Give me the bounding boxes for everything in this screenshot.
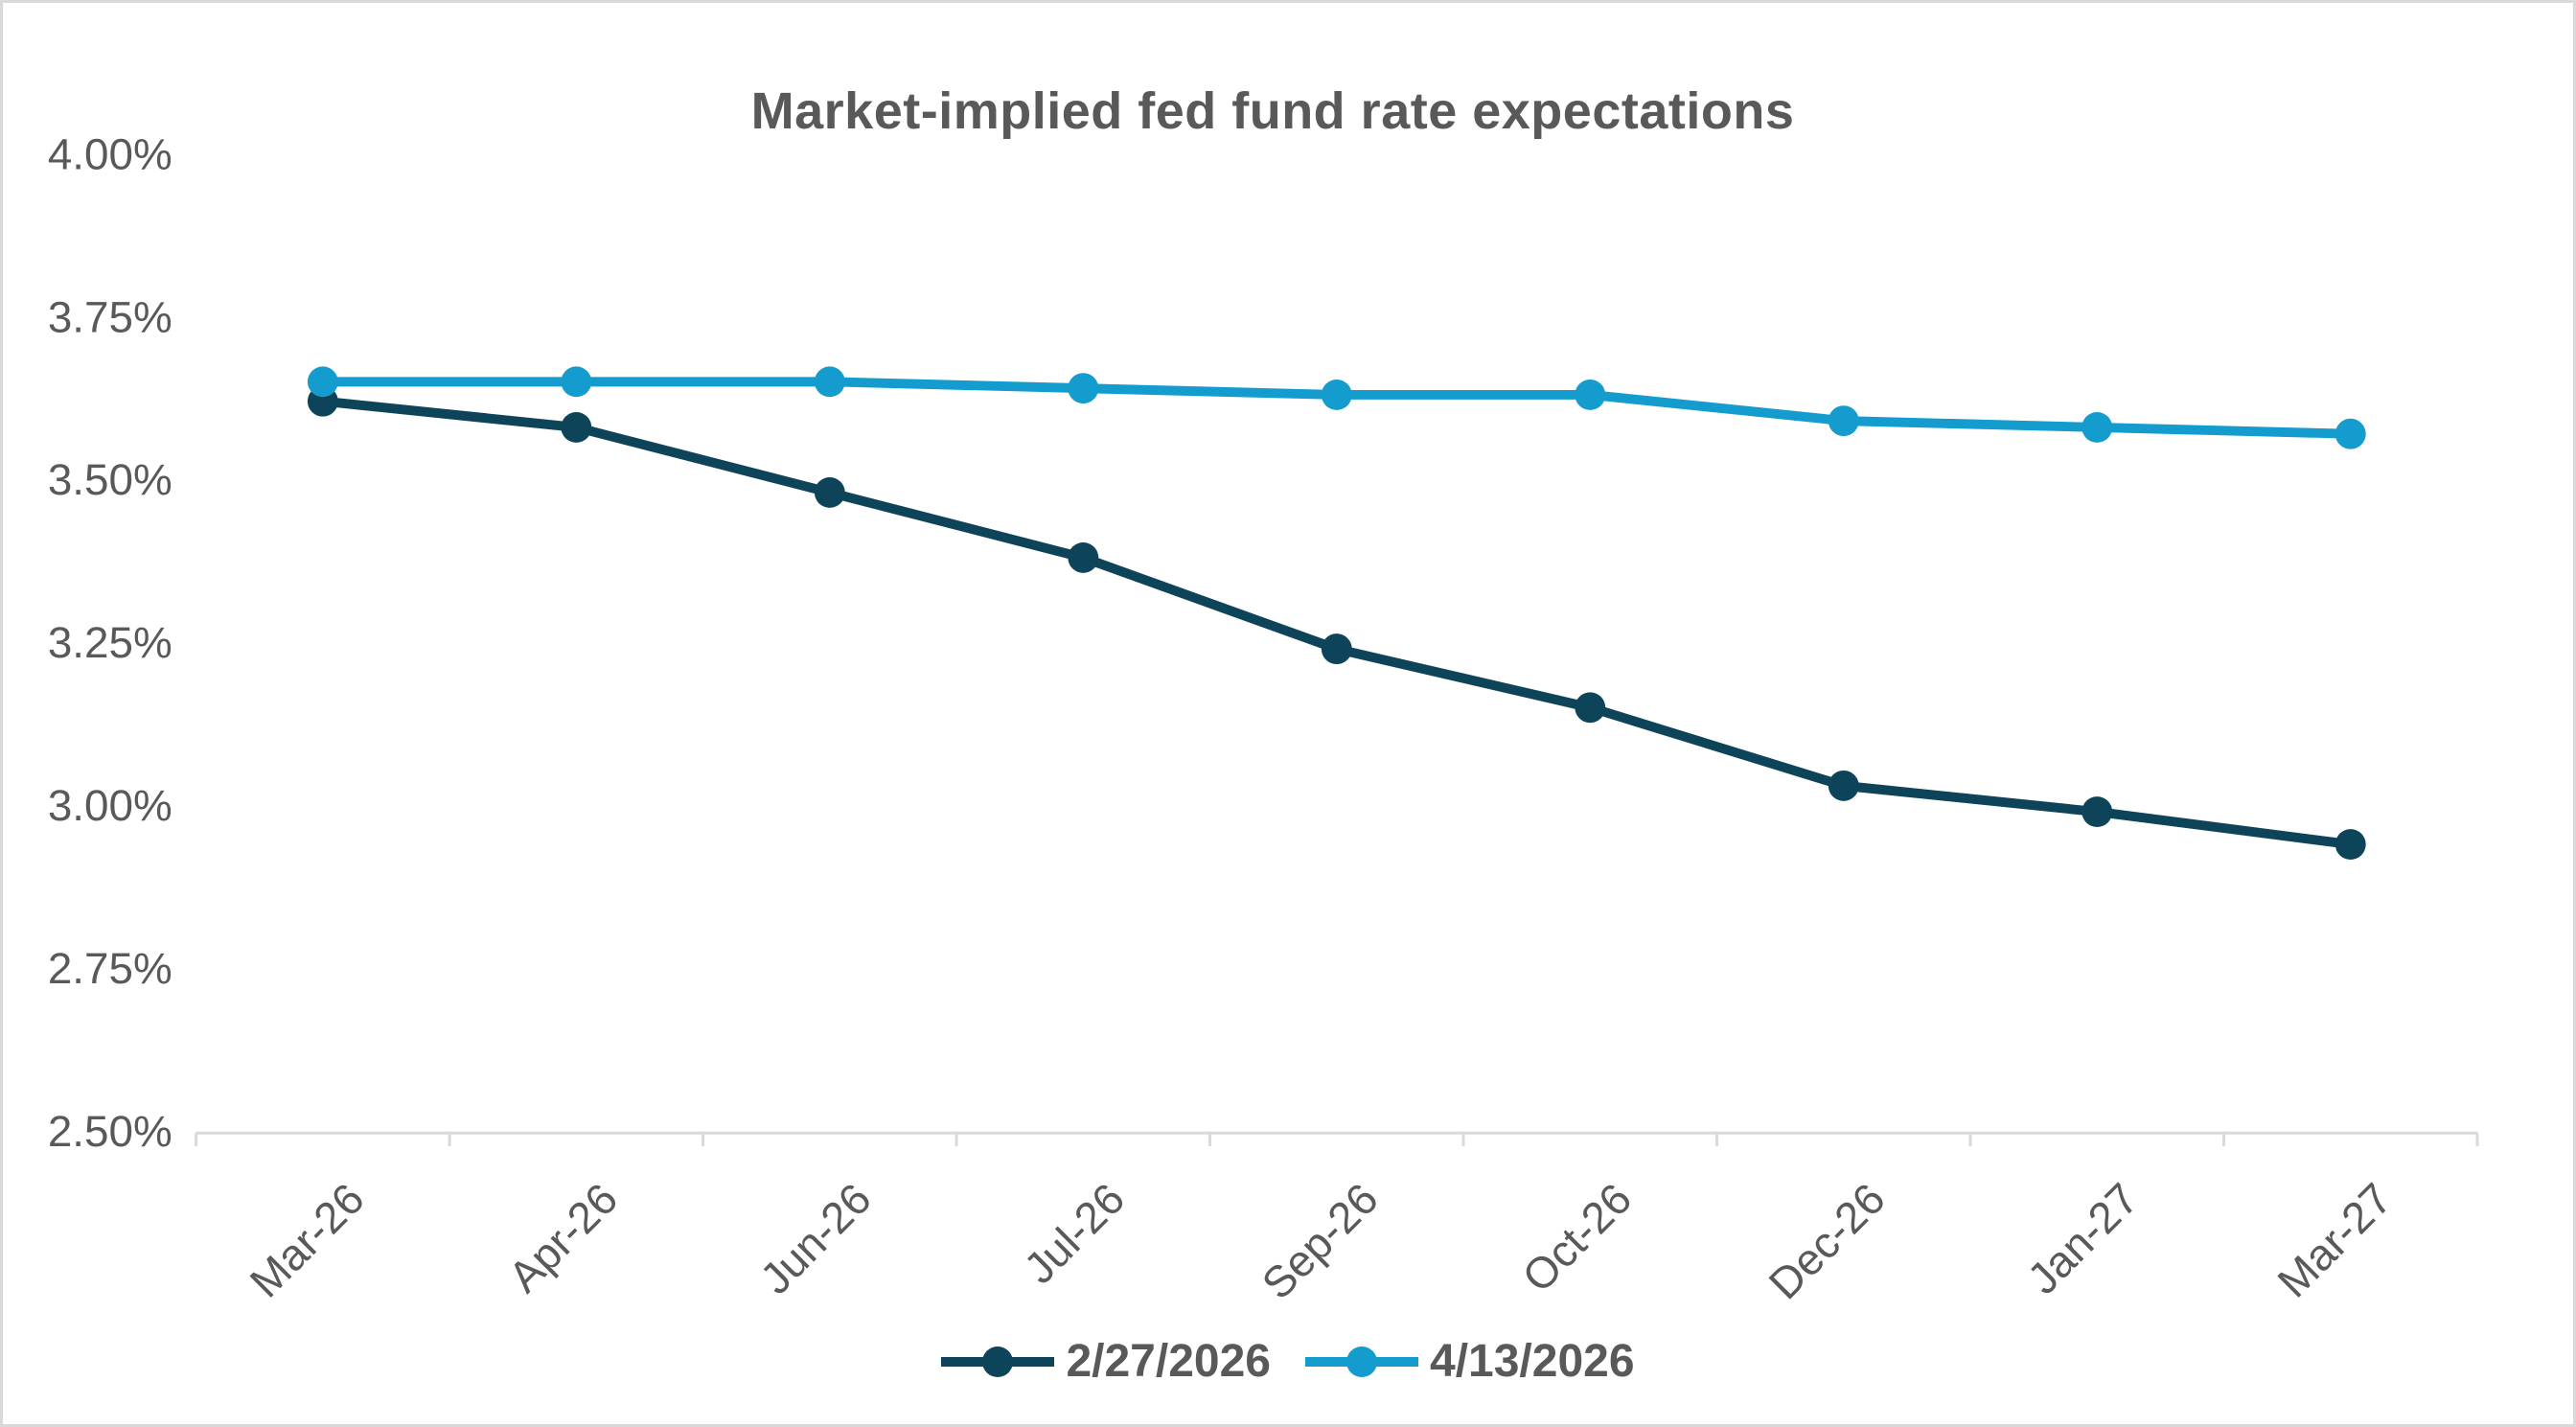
x-axis-label: Mar-26 — [241, 1174, 374, 1307]
x-axis-label: Jan-27 — [2018, 1174, 2148, 1303]
data-point — [307, 366, 338, 398]
data-point — [2082, 411, 2113, 443]
chart-legend: 2/27/2026 4/13/2026 — [3, 1335, 2573, 1388]
x-axis-label: Oct-26 — [1513, 1174, 1641, 1301]
x-axis-label: Jun-26 — [751, 1174, 881, 1303]
y-axis-label: 2.50% — [48, 1107, 172, 1156]
data-point — [1321, 633, 1352, 665]
legend-marker-dot — [982, 1346, 1014, 1377]
legend-label: 4/13/2026 — [1430, 1336, 1635, 1387]
legend-marker — [941, 1346, 1055, 1377]
y-axis-label: 3.75% — [48, 292, 172, 341]
series-line — [317, 396, 2356, 850]
data-point — [1321, 379, 1352, 410]
x-axis-line — [195, 1131, 2479, 1147]
y-axis-label: 4.00% — [48, 129, 172, 178]
data-point — [2334, 418, 2366, 449]
x-axis-label: Mar-27 — [2268, 1174, 2402, 1307]
x-axis-label: Apr-26 — [499, 1174, 627, 1301]
data-point — [1068, 541, 1099, 573]
x-axis-label: Dec-26 — [1760, 1174, 1894, 1308]
x-axis-label: Sep-26 — [1253, 1174, 1387, 1308]
data-point — [1828, 770, 1859, 801]
data-point — [561, 366, 592, 398]
line-chart-plot: 4.00% 3.75% 3.50% 3.25% 3.00% 2.75% 2.50% Mar-2… — [48, 129, 2479, 1308]
data-point — [2334, 829, 2366, 861]
data-point — [1828, 405, 1859, 437]
x-axis-label: Jul-26 — [1015, 1174, 1134, 1293]
y-axis-label: 3.25% — [48, 618, 172, 667]
data-point — [814, 476, 845, 508]
data-point — [1575, 692, 1606, 724]
data-point — [561, 411, 592, 443]
y-axis-label: 3.50% — [48, 455, 172, 504]
data-point — [1575, 379, 1606, 410]
y-axis-label: 3.00% — [48, 781, 172, 830]
data-point — [2082, 796, 2113, 828]
legend-item: 4/13/2026 — [1305, 1335, 1635, 1388]
data-point — [814, 366, 845, 398]
legend-item: 2/27/2026 — [941, 1335, 1271, 1388]
legend-marker-dot — [1346, 1346, 1377, 1377]
legend-marker — [1305, 1346, 1418, 1377]
y-axis-label: 2.75% — [48, 944, 172, 993]
legend-label: 2/27/2026 — [1066, 1336, 1271, 1387]
chart-title: Market-implied fed fund rate expectation… — [750, 82, 1795, 140]
data-point — [1068, 373, 1099, 404]
